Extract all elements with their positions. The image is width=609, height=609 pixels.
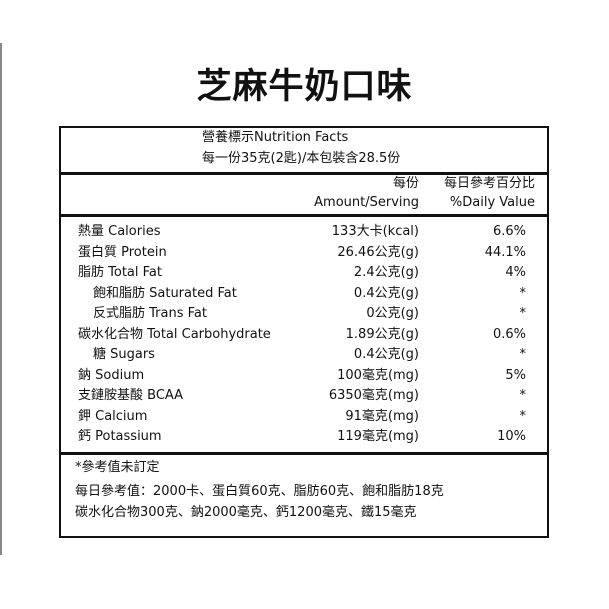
dv-header-zh: 每日參考百分比 bbox=[443, 176, 535, 191]
divider bbox=[61, 172, 547, 175]
nutrient-daily-value: 44.1% bbox=[484, 244, 526, 260]
serving-info: 每一份35克(2匙)/本包裝含28.5份 bbox=[202, 151, 401, 166]
nutrient-label: 碳水化合物 Total Carbohydrate bbox=[78, 326, 271, 342]
nutrient-daily-value: 5% bbox=[505, 367, 526, 383]
nutrient-daily-value: * bbox=[519, 408, 527, 424]
nutrient-amount: 6350毫克(mg) bbox=[328, 388, 419, 403]
nutrient-label: 脂肪 Total Fat bbox=[78, 265, 162, 280]
nutrient-label: 支鏈胺基酸 BCAA bbox=[78, 388, 184, 403]
nutrient-amount: 0.4公克(g) bbox=[353, 347, 419, 362]
divider bbox=[61, 214, 547, 217]
nutrient-daily-value: 4% bbox=[505, 265, 526, 280]
footnote: *參考值未訂定 bbox=[75, 460, 160, 475]
nutrient-amount: 119毫克(mg) bbox=[337, 429, 419, 444]
nutrient-amount: 0公克(g) bbox=[366, 306, 419, 321]
amount-header-zh: 每份 bbox=[392, 176, 419, 191]
nutrient-amount: 2.4公克(g) bbox=[353, 265, 419, 280]
nutrient-daily-value: * bbox=[519, 306, 527, 321]
nutrient-amount: 100毫克(mg) bbox=[337, 367, 419, 383]
nutrient-label: 蛋白質 Protein bbox=[78, 244, 167, 260]
daily-reference-line2: 碳水化合物300克、鈉2000毫克、鈣1200毫克、鐵15毫克 bbox=[75, 505, 417, 520]
nutrient-label: 鈣 Potassium bbox=[78, 429, 162, 444]
nutrient-daily-value: * bbox=[519, 388, 527, 403]
nutrient-daily-value: 6.6% bbox=[492, 224, 526, 239]
daily-reference-line1: 每日參考值：2000卡、蛋白質60克、脂肪60克、飽和脂肪18克 bbox=[75, 484, 444, 499]
nutrient-amount: 133大卡(kcal) bbox=[331, 224, 419, 239]
nutrient-label: 糖 Sugars bbox=[93, 347, 155, 362]
amount-header-en: Amount/Serving bbox=[314, 195, 419, 210]
nutrient-daily-value: * bbox=[519, 285, 527, 301]
nutrient-label: 反式脂肪 Trans Fat bbox=[93, 306, 207, 321]
nutrient-daily-value: 10% bbox=[497, 429, 526, 444]
nutrient-amount: 91毫克(mg) bbox=[345, 408, 419, 424]
nutrition-heading: 營養標示Nutrition Facts bbox=[202, 130, 349, 145]
divider bbox=[61, 452, 547, 455]
nutrient-label: 熱量 Calories bbox=[78, 224, 161, 239]
nutrition-facts-table: 營養標示Nutrition Facts 每一份35克(2匙)/本包裝含28.5份… bbox=[59, 126, 549, 538]
nutrient-daily-value: 0.6% bbox=[492, 326, 526, 342]
nutrient-amount: 0.4公克(g) bbox=[353, 285, 419, 301]
nutrient-label: 鈉 Sodium bbox=[78, 367, 145, 383]
nutrient-amount: 26.46公克(g) bbox=[337, 244, 419, 260]
nutrient-label: 飽和脂肪 Saturated Fat bbox=[93, 285, 237, 301]
nutrient-amount: 1.89公克(g) bbox=[345, 326, 419, 342]
left-edge-line bbox=[0, 43, 2, 555]
nutrient-daily-value: * bbox=[519, 347, 527, 362]
dv-header-en: %Daily Value bbox=[449, 195, 535, 210]
nutrient-label: 鉀 Calcium bbox=[78, 408, 148, 424]
product-title: 芝麻牛奶口味 bbox=[196, 67, 413, 107]
